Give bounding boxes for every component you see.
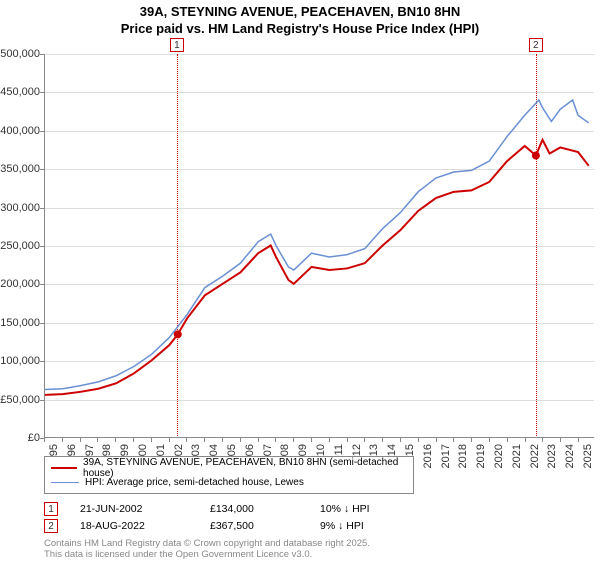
legend-swatch-hpi [51,482,79,483]
x-tick [471,438,472,442]
x-tick [44,438,45,442]
sale-diff-1: 10% ↓ HPI [320,503,420,515]
y-tick-label: £350,000 [0,163,40,175]
x-tick [222,438,223,442]
x-tick [364,438,365,442]
x-tick [311,438,312,442]
plot-area [44,54,594,438]
x-tick-label: 2019 [475,444,487,468]
chart-svg [45,54,594,437]
legend-swatch-property [51,467,77,469]
chart-title: 39A, STEYNING AVENUE, PEACEHAVEN, BN10 8… [0,0,600,38]
sales-table: 1 21-JUN-2002 £134,000 10% ↓ HPI 2 18-AU… [44,500,420,534]
y-tick-label: £450,000 [0,86,40,98]
x-tick [489,438,490,442]
x-tick [382,438,383,442]
legend-row-property: 39A, STEYNING AVENUE, PEACEHAVEN, BN10 8… [51,461,407,475]
x-tick [258,438,259,442]
x-tick [507,438,508,442]
sale-dot [174,330,182,338]
x-tick-label: 2022 [529,444,541,468]
y-tick-label: £250,000 [0,240,40,252]
y-tick-label: £500,000 [0,48,40,60]
sale-price-2: £367,500 [210,520,320,532]
y-tick-label: £50,000 [0,394,40,406]
x-tick-label: 2017 [440,444,452,468]
x-tick [525,438,526,442]
sale-dot [532,152,540,160]
x-tick [169,438,170,442]
x-tick-label: 2025 [582,444,594,468]
x-tick [115,438,116,442]
y-tick-label: £400,000 [0,125,40,137]
x-tick [578,438,579,442]
legend: 39A, STEYNING AVENUE, PEACEHAVEN, BN10 8… [44,456,414,494]
sales-row-1: 1 21-JUN-2002 £134,000 10% ↓ HPI [44,500,420,517]
attribution: Contains HM Land Registry data © Crown c… [44,538,370,561]
sale-marker-1: 1 [44,502,58,516]
x-tick [400,438,401,442]
y-tick-label: £0 [0,432,40,444]
sale-date-1: 21-JUN-2002 [80,503,210,515]
sale-date-2: 18-AUG-2022 [80,520,210,532]
x-tick [275,438,276,442]
x-tick [97,438,98,442]
sales-row-2: 2 18-AUG-2022 £367,500 9% ↓ HPI [44,517,420,534]
title-line-2: Price paid vs. HM Land Registry's House … [0,21,600,38]
x-tick [347,438,348,442]
x-tick [542,438,543,442]
legend-label-hpi: HPI: Average price, semi-detached house,… [85,477,304,488]
x-tick-label: 2024 [564,444,576,468]
title-line-1: 39A, STEYNING AVENUE, PEACEHAVEN, BN10 8… [0,4,600,21]
x-tick [133,438,134,442]
y-tick-label: £100,000 [0,355,40,367]
series-property [45,140,589,395]
x-tick [204,438,205,442]
x-tick [436,438,437,442]
x-tick [329,438,330,442]
x-tick-label: 2016 [422,444,434,468]
x-tick [151,438,152,442]
y-tick-label: £300,000 [0,202,40,214]
y-tick-label: £150,000 [0,317,40,329]
x-tick-label: 2023 [546,444,558,468]
sale-price-1: £134,000 [210,503,320,515]
sale-marker-2: 2 [44,519,58,533]
reference-marker: 1 [170,38,184,52]
x-tick [186,438,187,442]
series-hpi [45,100,589,390]
x-tick-label: 2018 [457,444,469,468]
attribution-line-1: Contains HM Land Registry data © Crown c… [44,538,370,549]
sale-diff-2: 9% ↓ HPI [320,520,420,532]
x-tick [418,438,419,442]
reference-marker: 2 [529,38,543,52]
x-tick [62,438,63,442]
x-tick-label: 2021 [511,444,523,468]
x-tick [240,438,241,442]
x-tick [293,438,294,442]
y-tick-label: £200,000 [0,278,40,290]
x-tick-label: 2020 [493,444,505,468]
x-tick [560,438,561,442]
chart-container: 39A, STEYNING AVENUE, PEACEHAVEN, BN10 8… [0,0,600,560]
x-tick [453,438,454,442]
x-tick [80,438,81,442]
attribution-line-2: This data is licensed under the Open Gov… [44,549,370,560]
